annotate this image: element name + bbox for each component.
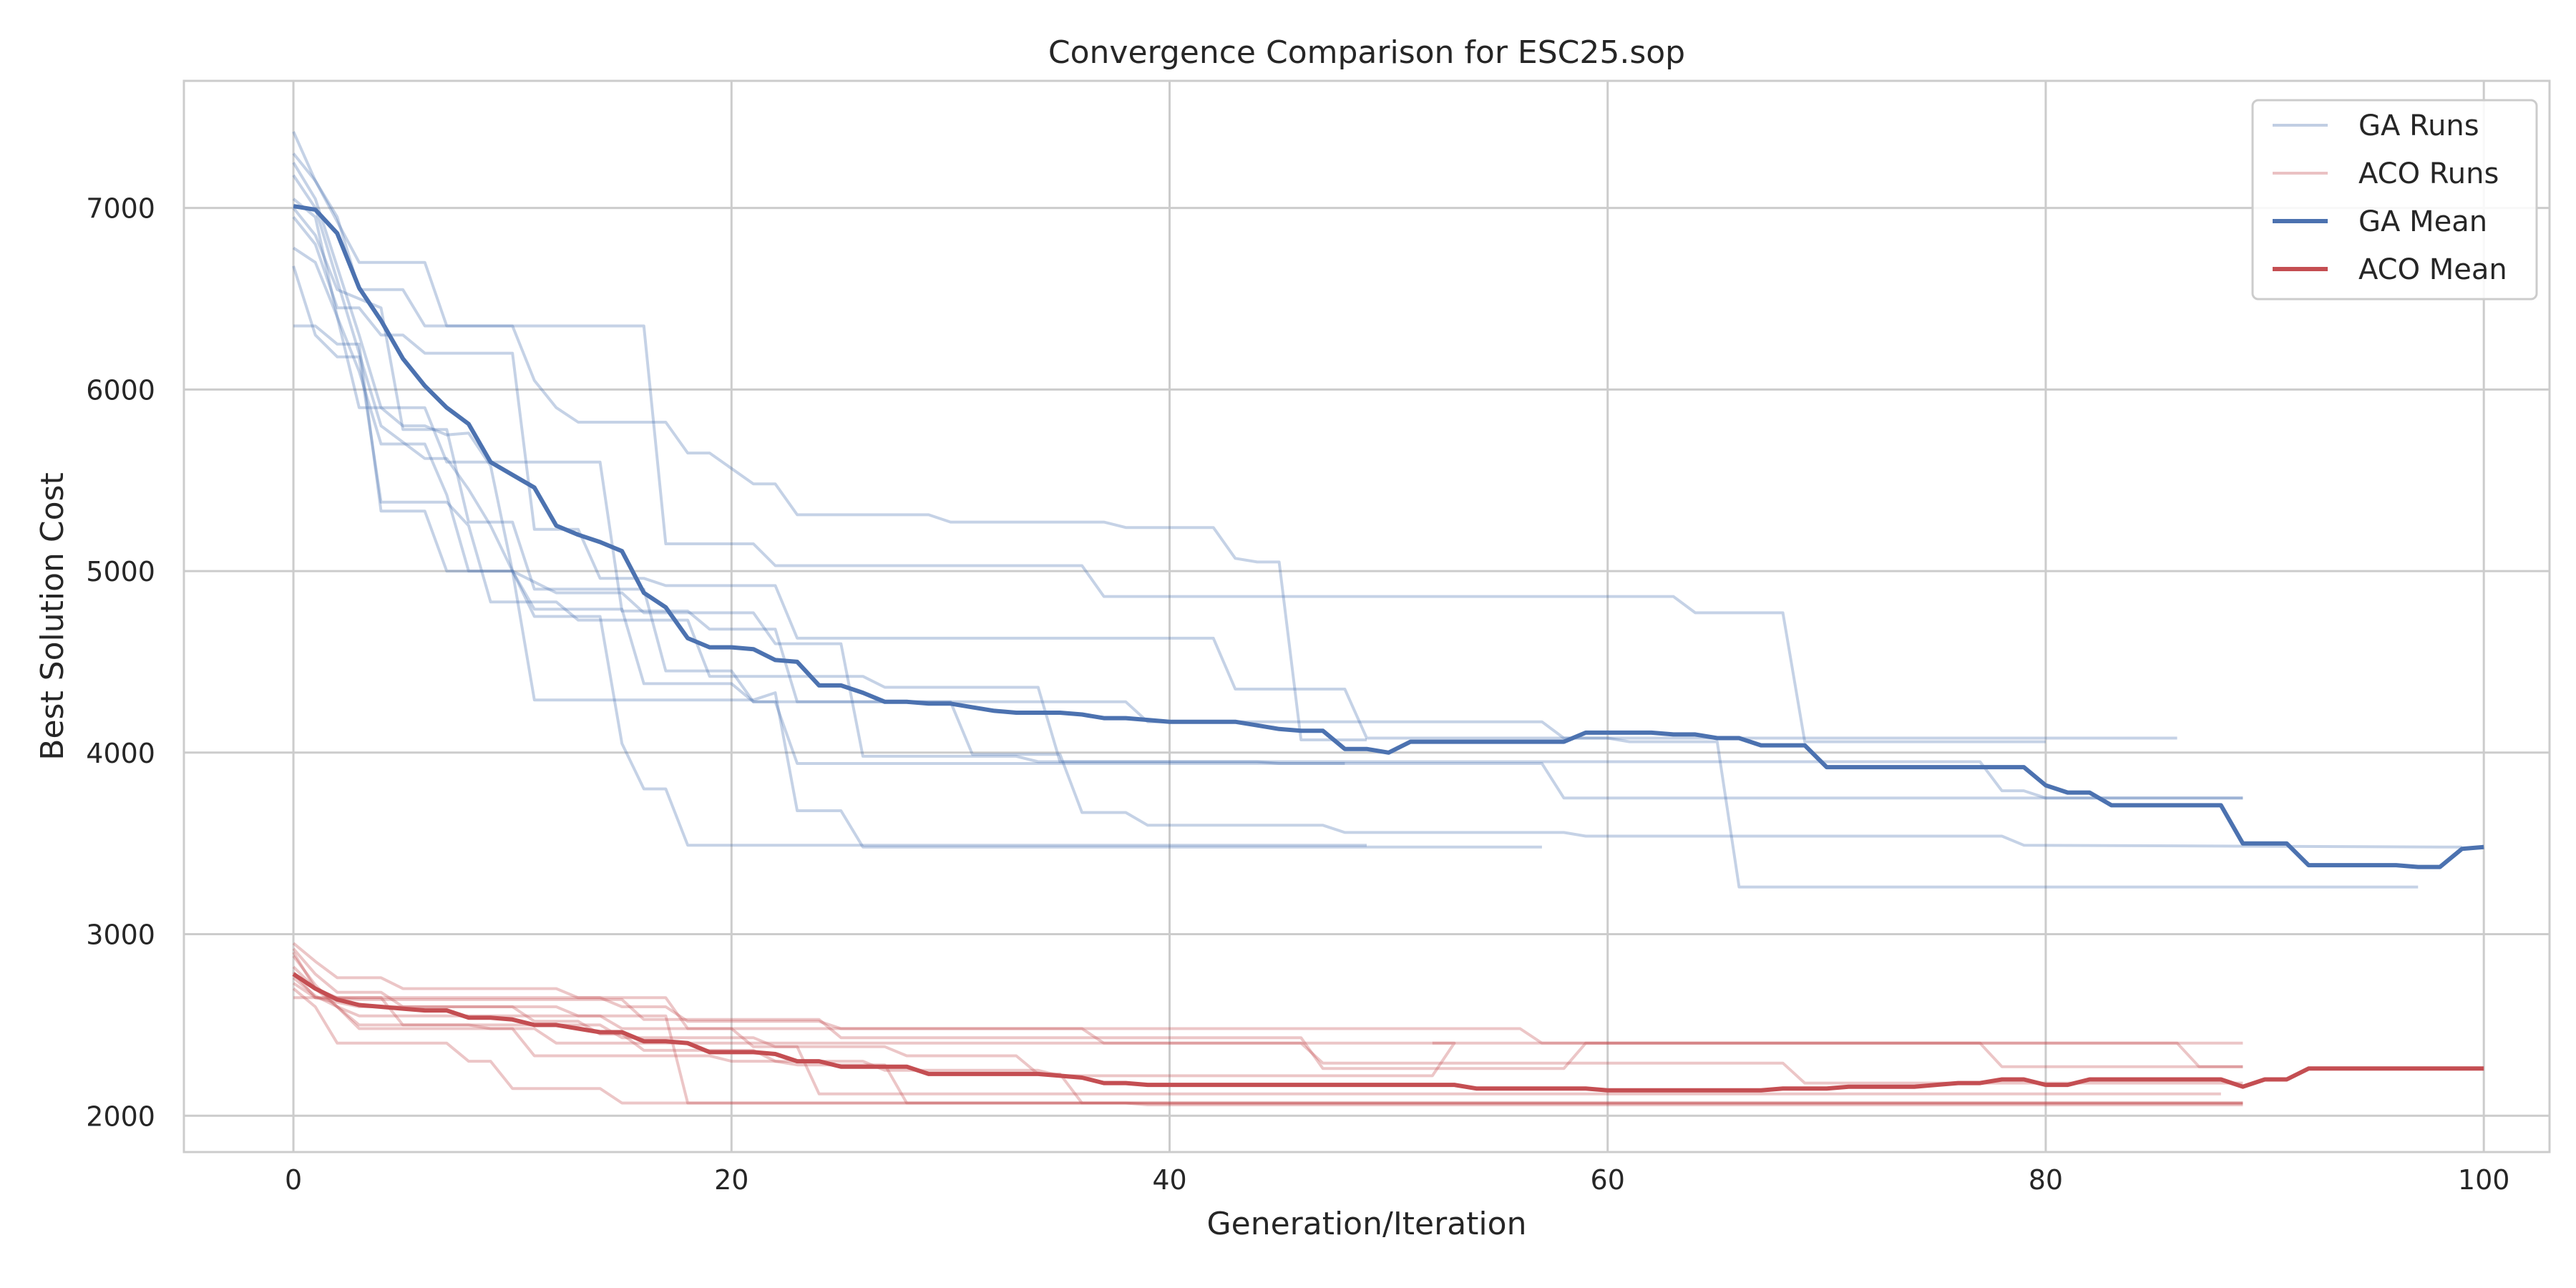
x-tick-label: 40 xyxy=(1152,1164,1186,1196)
grid-lines xyxy=(184,81,2550,1152)
x-tick-label: 100 xyxy=(2458,1164,2510,1196)
legend-label: GA Runs xyxy=(2358,109,2479,142)
aco-run-line xyxy=(292,951,2243,1085)
x-tick-label: 0 xyxy=(285,1164,302,1196)
legend-label: ACO Runs xyxy=(2358,157,2499,190)
aco-run-line xyxy=(292,942,2243,1068)
aco-mean-line xyxy=(292,972,2484,1093)
y-tick-label: 6000 xyxy=(86,374,155,406)
legend-box xyxy=(2251,99,2538,301)
ga-run-line xyxy=(292,246,1345,765)
x-tick-label: 20 xyxy=(714,1164,748,1196)
y-axis-label: Best Solution Cost xyxy=(34,472,71,760)
chart-title: Convergence Comparison for ESC25.sop xyxy=(1048,34,1685,71)
ga-run-line xyxy=(292,174,1367,847)
y-tick-label: 7000 xyxy=(86,193,155,225)
aco-run-line xyxy=(292,987,2243,1105)
aco-run-line xyxy=(292,965,2243,1068)
x-axis-label: Generation/Iteration xyxy=(1207,1206,1527,1242)
ga-run-line xyxy=(292,197,2177,740)
mean-lines xyxy=(292,204,2484,1093)
aco-run-line xyxy=(293,996,2243,1070)
run-lines xyxy=(292,131,2462,1106)
legend-label: GA Mean xyxy=(2358,205,2487,238)
legend-label: ACO Mean xyxy=(2358,253,2507,286)
y-tick-label: 2000 xyxy=(86,1101,155,1132)
aco-run-line xyxy=(292,982,1456,1078)
x-tick-labels: 0 20 40 60 80 100 xyxy=(285,1164,2509,1196)
ga-run-line xyxy=(292,216,2419,889)
aco-run-line xyxy=(292,947,2243,1106)
ga-run-line xyxy=(293,324,1542,849)
ga-mean-line xyxy=(293,204,2484,869)
y-tick-labels: 2000 3000 4000 5000 6000 7000 xyxy=(86,193,155,1133)
plot-frame xyxy=(182,79,2551,1153)
ga-run-line xyxy=(292,265,2243,800)
y-tick-label: 5000 xyxy=(86,556,155,587)
ga-run-line xyxy=(292,131,1367,741)
y-tick-label: 4000 xyxy=(86,738,155,769)
x-tick-label: 60 xyxy=(1591,1164,1625,1196)
x-tick-label: 80 xyxy=(2029,1164,2063,1196)
legend: GA Runs ACO Runs GA Mean ACO Mean xyxy=(2251,99,2538,301)
y-tick-label: 3000 xyxy=(86,919,155,951)
